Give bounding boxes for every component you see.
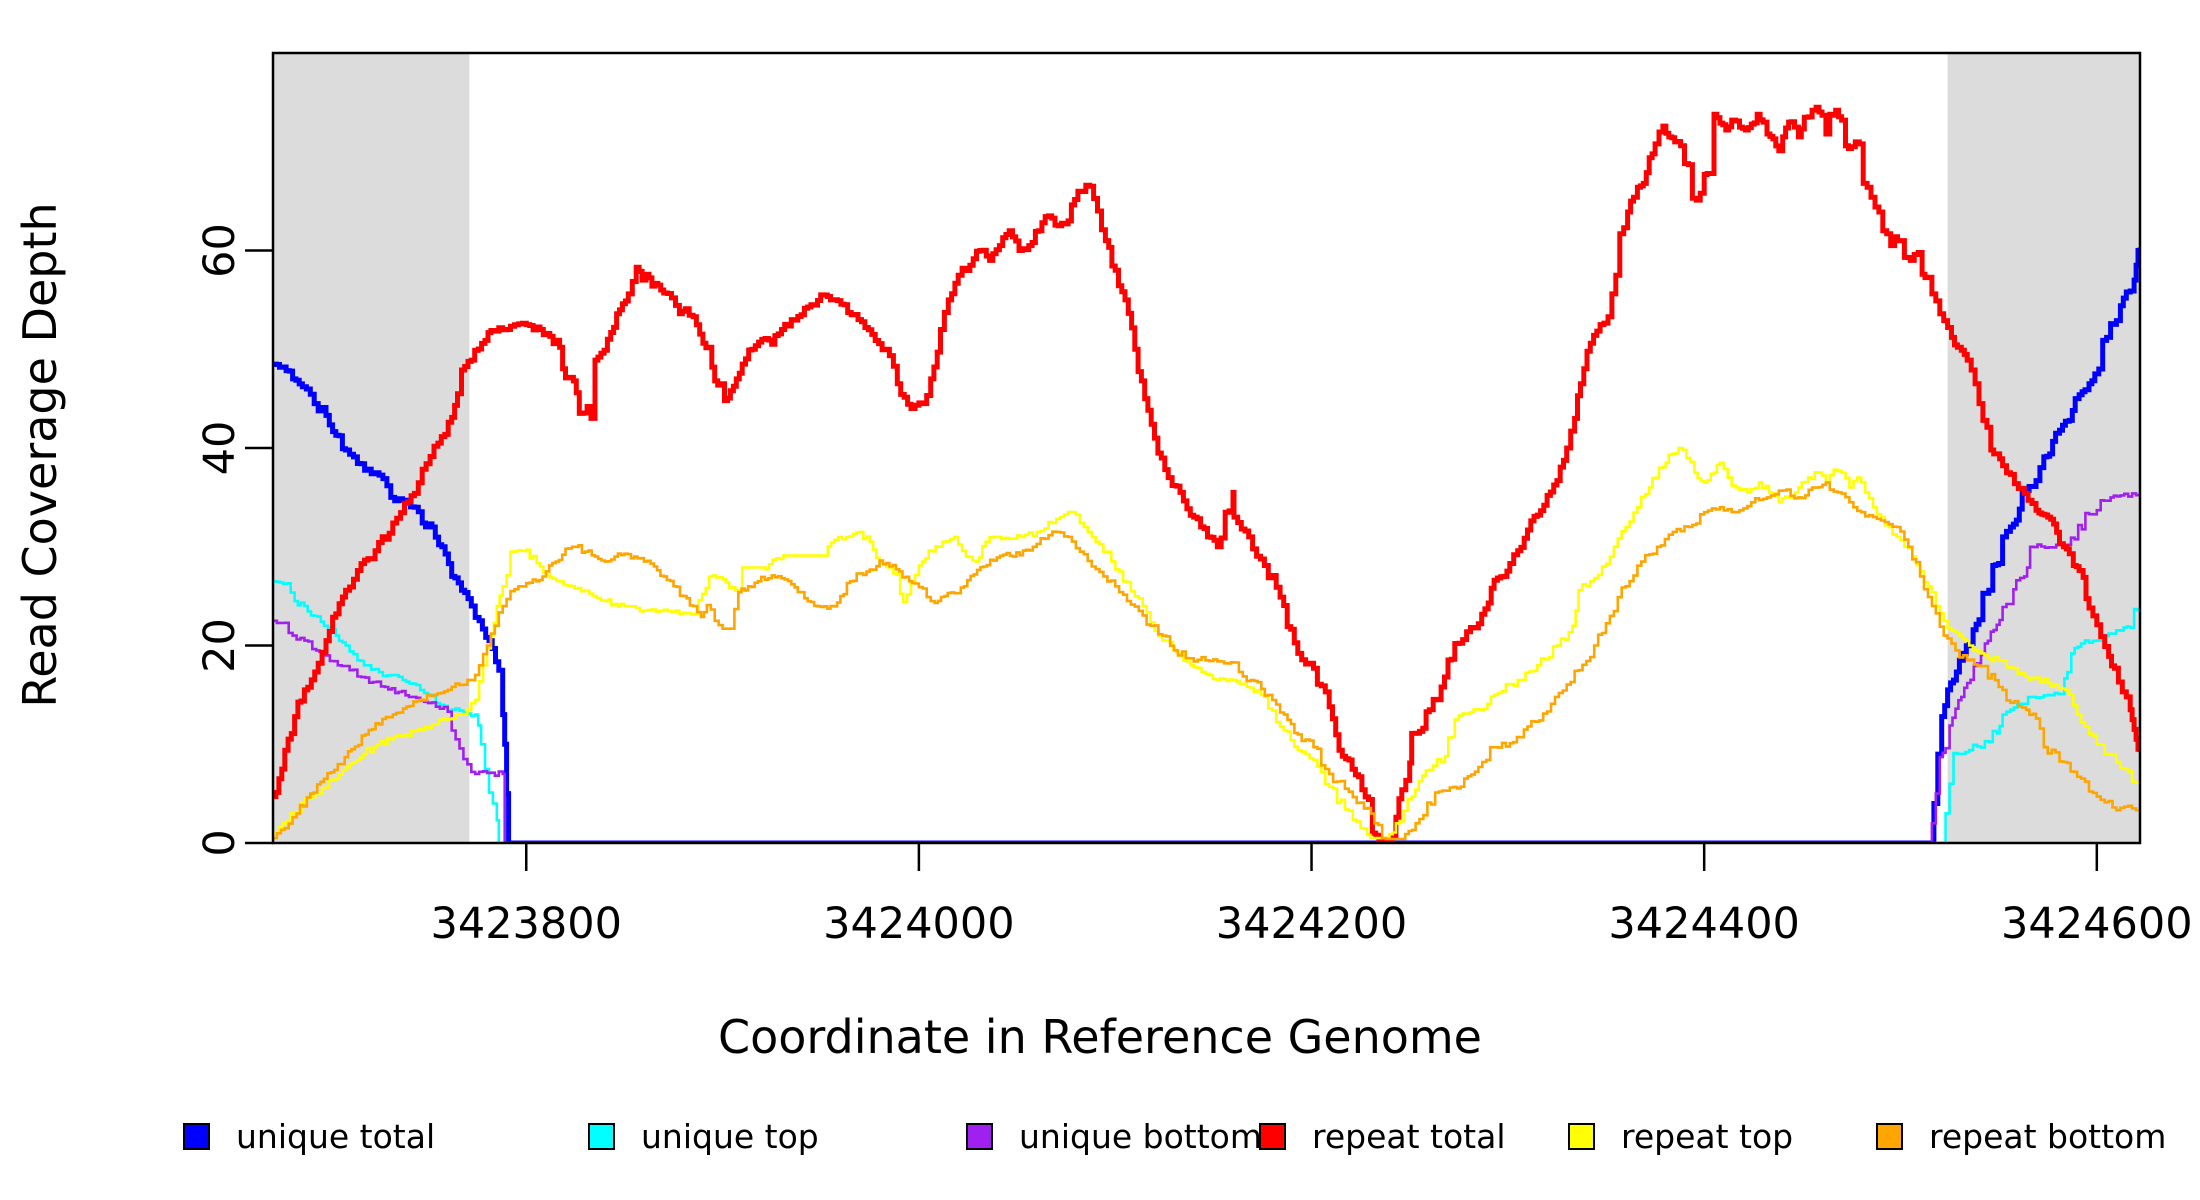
series-repeat-total: [273, 104, 2140, 843]
legend-label: unique total: [236, 1116, 436, 1156]
series-unique-top: [273, 580, 2140, 843]
legend-label: unique top: [641, 1116, 819, 1156]
series-unique-bottom: [273, 492, 2140, 843]
y-tick-label: 60: [195, 223, 245, 278]
repeat-total-swatch-icon: [1259, 1122, 1286, 1150]
x-tick-label: 3423800: [430, 899, 622, 949]
y-tick-label: 20: [195, 618, 245, 673]
legend-item-unique-top: unique top: [588, 1116, 819, 1156]
x-tick-label: 3424600: [2001, 899, 2193, 949]
x-tick-label: 3424000: [823, 899, 1015, 949]
legend-item-unique-total: unique total: [183, 1116, 436, 1156]
unique-total-swatch-icon: [183, 1122, 210, 1150]
unique-top-swatch-icon: [588, 1122, 615, 1150]
unique-bottom-swatch-icon: [966, 1122, 993, 1150]
legend-item-unique-bottom: unique bottom: [966, 1116, 1263, 1156]
y-axis-title: Read Coverage Depth: [13, 202, 67, 708]
x-tick-label: 3424400: [1608, 899, 1800, 949]
y-tick-label: 0: [195, 829, 245, 856]
legend-item-repeat-top: repeat top: [1568, 1116, 1794, 1156]
x-axis-title: Coordinate in Reference Genome: [718, 1010, 1482, 1064]
legend-label: unique bottom: [1019, 1116, 1263, 1156]
legend-label: repeat total: [1312, 1116, 1506, 1156]
legend-label: repeat bottom: [1929, 1116, 2167, 1156]
series-unique-total: [273, 247, 2140, 843]
series-repeat-top: [273, 446, 2140, 840]
legend-item-repeat-total: repeat total: [1259, 1116, 1506, 1156]
repeat-bottom-swatch-icon: [1876, 1122, 1903, 1150]
y-tick-label: 40: [195, 421, 245, 476]
repeat-top-swatch-icon: [1568, 1122, 1595, 1150]
x-tick-label: 3424200: [1216, 899, 1408, 949]
shaded-region: [1947, 54, 2140, 842]
legend-item-repeat-bottom: repeat bottom: [1876, 1116, 2167, 1156]
legend-label: repeat top: [1621, 1116, 1794, 1156]
legend: unique total unique top unique bottom re…: [0, 1116, 2200, 1158]
series-repeat-bottom: [273, 481, 2140, 841]
plot-border: [271, 51, 2142, 845]
